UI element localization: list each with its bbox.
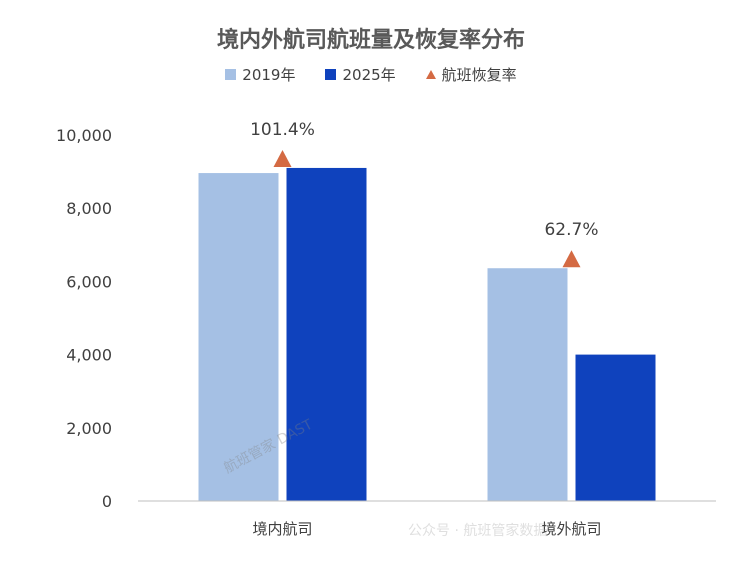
chart-title: 境内外航司航班量及恢复率分布 [216, 28, 525, 53]
legend-label-recovery: 航班恢复率 [441, 66, 517, 84]
y-tick-label: 2,000 [66, 419, 112, 438]
recovery-marker [562, 250, 581, 268]
legend-swatch-2019 [225, 69, 237, 80]
x-category-label: 境外航司 [541, 520, 601, 538]
recovery-label: 101.4% [250, 120, 315, 140]
legend-label-2025: 2025年 [342, 66, 396, 84]
bar-2019 [198, 173, 279, 501]
legend: 2019年 2025年 航班恢复率 [0, 64, 742, 85]
bar-2025 [286, 167, 367, 501]
x-category-label: 境内航司 [252, 520, 312, 538]
legend-swatch-2025 [325, 69, 337, 80]
legend-triangle-icon [425, 70, 436, 79]
legend-item-2025: 2025年 [325, 64, 396, 85]
bar-2019 [487, 268, 568, 501]
legend-item-recovery: 航班恢复率 [425, 64, 517, 85]
y-tick-label: 10,000 [56, 126, 112, 145]
recovery-marker [273, 149, 292, 167]
legend-item-2019: 2019年 [225, 64, 295, 85]
footer-watermark: 公众号 · 航班管家数据 [408, 523, 548, 539]
legend-label-2019: 2019年 [242, 66, 296, 84]
y-tick-label: 8,000 [66, 199, 112, 218]
y-tick-label: 4,000 [66, 346, 112, 365]
y-tick-label: 0 [102, 492, 112, 511]
y-tick-label: 6,000 [66, 272, 112, 291]
recovery-label: 62.7% [544, 220, 598, 240]
bar-2025 [575, 354, 656, 501]
